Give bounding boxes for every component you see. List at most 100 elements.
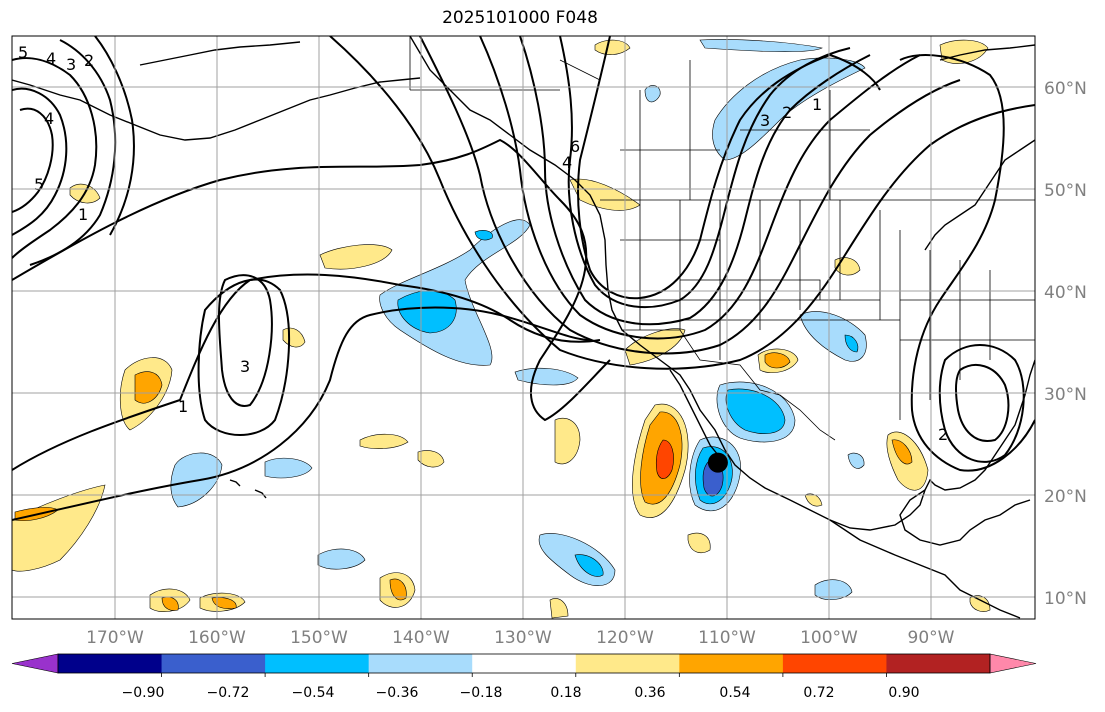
neg-anomaly-ak bbox=[644, 85, 661, 103]
colorbar-tick-label: −0.36 bbox=[376, 685, 419, 701]
colorbar-segment bbox=[679, 654, 784, 673]
lat-label: 10°N bbox=[1044, 589, 1087, 609]
neg-anomaly-texas bbox=[799, 311, 867, 362]
pos-anomaly-s7 bbox=[282, 327, 306, 348]
colorbar-frame bbox=[57, 653, 991, 674]
pos-anomaly-ca-coast bbox=[624, 328, 686, 366]
colorbar-segment bbox=[472, 654, 577, 673]
contour-label: 3 bbox=[760, 111, 770, 130]
neg-anomaly-mexico-inner bbox=[725, 388, 786, 434]
longitude-labels: 170°W 160°W 150°W 140°W 130°W 120°W 110°… bbox=[86, 628, 955, 648]
pos-anomaly-s14 bbox=[549, 598, 569, 619]
pos-anomaly-pacific-w-inner bbox=[134, 371, 163, 404]
contour-label: 4 bbox=[44, 109, 54, 128]
pos-anomaly-s6 bbox=[417, 450, 445, 468]
neg-anomaly-n bbox=[699, 39, 823, 53]
pos-anomaly-s12 bbox=[939, 39, 989, 64]
colorbar-segment bbox=[58, 654, 163, 673]
colorbar-tick-label: −0.54 bbox=[292, 685, 335, 701]
location-marker bbox=[707, 452, 728, 473]
colorbar-tick-labels: −0.90 −0.72 −0.54 −0.36 −0.18 0.18 0.36 … bbox=[122, 685, 920, 701]
neg-anomaly-small-1 bbox=[474, 230, 493, 241]
neg-anomaly-canada bbox=[712, 57, 866, 161]
graticule bbox=[12, 36, 1035, 619]
contour-label: 1 bbox=[178, 397, 188, 416]
colorbar-segment bbox=[782, 654, 887, 673]
map-layers: 5 4 3 2 4 5 1 3 1 6 4 3 2 1 2 bbox=[12, 36, 1035, 619]
pos-anomaly-s1 bbox=[554, 417, 581, 465]
pos-anomaly-sw bbox=[12, 484, 106, 572]
lat-label: 50°N bbox=[1044, 181, 1087, 201]
contour-label: 1 bbox=[78, 205, 88, 224]
lon-label: 140°W bbox=[392, 628, 450, 648]
pos-anomaly-s13 bbox=[969, 595, 991, 612]
pos-anomaly-s5 bbox=[359, 433, 409, 449]
lon-label: 160°W bbox=[188, 628, 246, 648]
lat-label: 40°N bbox=[1044, 283, 1087, 303]
neg-anomaly-texas-inner bbox=[844, 334, 859, 353]
contour-lines bbox=[12, 36, 1035, 521]
colorbar-tick-label: 0.54 bbox=[719, 685, 750, 701]
colorbar-tick-label: 0.36 bbox=[634, 685, 665, 701]
lon-label: 90°W bbox=[908, 628, 955, 648]
pos-anomaly-west-baja-core bbox=[655, 439, 674, 479]
colorbar-tick-label: −0.90 bbox=[122, 685, 165, 701]
lon-label: 100°W bbox=[800, 628, 858, 648]
colorbar-extend-high bbox=[989, 653, 1037, 674]
contour-label: 2 bbox=[84, 51, 94, 70]
contour-labels: 5 4 3 2 4 5 1 3 1 6 4 3 2 1 2 bbox=[18, 43, 948, 444]
pos-anomaly-s4-inner bbox=[211, 597, 237, 609]
contour-label: 2 bbox=[782, 103, 792, 122]
lat-label: 60°N bbox=[1044, 79, 1087, 99]
contour-label: 1 bbox=[812, 95, 822, 114]
colorbar-extend-low bbox=[11, 653, 59, 674]
neg-anomaly-ca bbox=[514, 367, 579, 386]
colorbar-tick-label: 0.72 bbox=[803, 685, 834, 701]
colorbar-tick-label: −0.72 bbox=[207, 685, 250, 701]
colorbar-segment bbox=[575, 654, 680, 673]
anomaly-fills bbox=[12, 39, 991, 619]
lat-label: 20°N bbox=[1044, 487, 1087, 507]
map-frame bbox=[11, 35, 1036, 620]
colorbar-segment bbox=[161, 654, 266, 673]
colorbar-tick-label: −0.18 bbox=[460, 685, 503, 701]
contour-label: 5 bbox=[34, 175, 44, 194]
lon-label: 150°W bbox=[290, 628, 348, 648]
map-title: 2025101000 F048 bbox=[442, 8, 598, 28]
lon-label: 120°W bbox=[596, 628, 654, 648]
pos-anomaly-s8 bbox=[687, 532, 711, 553]
contour-label: 2 bbox=[938, 425, 948, 444]
neg-anomaly-gulf bbox=[847, 452, 865, 469]
colorbar-segment bbox=[886, 654, 991, 673]
contour-label: 4 bbox=[46, 49, 56, 68]
lon-label: 110°W bbox=[698, 628, 756, 648]
pos-anomaly-s15 bbox=[804, 493, 823, 507]
pos-anomaly-az-inner bbox=[764, 352, 791, 369]
contour-label: 3 bbox=[66, 55, 76, 74]
contour-label: 5 bbox=[18, 43, 28, 62]
contour-label: 6 bbox=[570, 137, 580, 156]
contour-label: 3 bbox=[240, 357, 250, 376]
neg-anomaly-hawaii-east bbox=[264, 457, 313, 479]
lon-label: 130°W bbox=[494, 628, 552, 648]
colorbar bbox=[11, 653, 1037, 677]
colorbar-tick-label: 0.90 bbox=[888, 685, 919, 701]
pos-anomaly-s9 bbox=[594, 39, 631, 55]
colorbar-segment bbox=[265, 654, 370, 673]
contour-label: 4 bbox=[562, 153, 572, 172]
latitude-labels: 60°N 50°N 40°N 30°N 20°N 10°N bbox=[1044, 79, 1087, 609]
coastlines bbox=[12, 36, 1035, 619]
pos-anomaly-mid bbox=[319, 244, 393, 270]
lat-label: 30°N bbox=[1044, 385, 1087, 405]
neg-anomaly-south-2 bbox=[317, 548, 366, 570]
lon-label: 170°W bbox=[86, 628, 144, 648]
neg-anomaly-east-pac bbox=[814, 579, 853, 600]
pos-anomaly-s2-inner bbox=[389, 578, 407, 601]
neg-anomaly-south-1-inner bbox=[574, 554, 604, 577]
pos-anomaly-gulf-inner bbox=[891, 439, 913, 465]
neg-anomaly-central-pacific bbox=[379, 219, 531, 366]
pos-anomaly-bc bbox=[569, 178, 641, 211]
colorbar-segment bbox=[368, 654, 473, 673]
colorbar-tick-label: 0.18 bbox=[550, 685, 581, 701]
